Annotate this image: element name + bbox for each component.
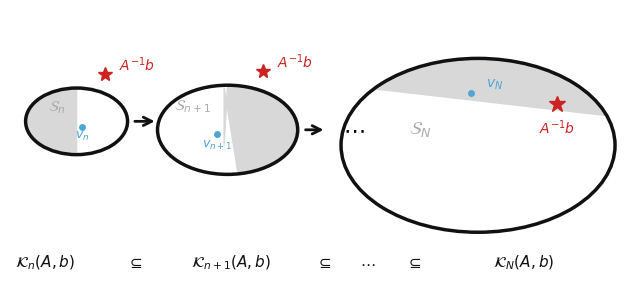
Text: $v_{n+1}$: $v_{n+1}$ bbox=[202, 139, 232, 152]
Text: $\mathcal{K}_{n+1}(A,b)$: $\mathcal{K}_{n+1}(A,b)$ bbox=[191, 254, 271, 272]
Text: $\mathcal{K}_N(A,b)$: $\mathcal{K}_N(A,b)$ bbox=[493, 254, 555, 272]
Text: $v_n$: $v_n$ bbox=[74, 130, 89, 143]
Text: $A^{-1}b$: $A^{-1}b$ bbox=[118, 55, 155, 74]
Ellipse shape bbox=[341, 58, 615, 232]
Polygon shape bbox=[351, 58, 607, 116]
Text: $\subseteq$: $\subseteq$ bbox=[316, 256, 333, 271]
Text: $\mathcal{K}_n(A,b)$: $\mathcal{K}_n(A,b)$ bbox=[15, 254, 75, 272]
Text: $A^{-1}b$: $A^{-1}b$ bbox=[276, 52, 313, 71]
Ellipse shape bbox=[341, 58, 615, 232]
Text: $\mathcal{S}_{n+1}$: $\mathcal{S}_{n+1}$ bbox=[174, 98, 211, 115]
Text: $\subseteq$: $\subseteq$ bbox=[406, 256, 422, 271]
Text: $A^{-1}b$: $A^{-1}b$ bbox=[540, 119, 575, 137]
Ellipse shape bbox=[26, 88, 127, 155]
Text: $\subseteq$: $\subseteq$ bbox=[127, 256, 143, 271]
Ellipse shape bbox=[157, 85, 298, 174]
Text: $v_N$: $v_N$ bbox=[486, 77, 503, 92]
Text: $\cdots$: $\cdots$ bbox=[343, 120, 365, 140]
Polygon shape bbox=[26, 88, 77, 155]
Text: $\cdots$: $\cdots$ bbox=[360, 256, 376, 271]
Text: $\mathcal{S}_n$: $\mathcal{S}_n$ bbox=[48, 99, 66, 116]
Ellipse shape bbox=[26, 88, 127, 155]
Text: $\mathcal{S}_N$: $\mathcal{S}_N$ bbox=[409, 120, 432, 139]
Polygon shape bbox=[224, 85, 298, 174]
Ellipse shape bbox=[157, 85, 298, 174]
